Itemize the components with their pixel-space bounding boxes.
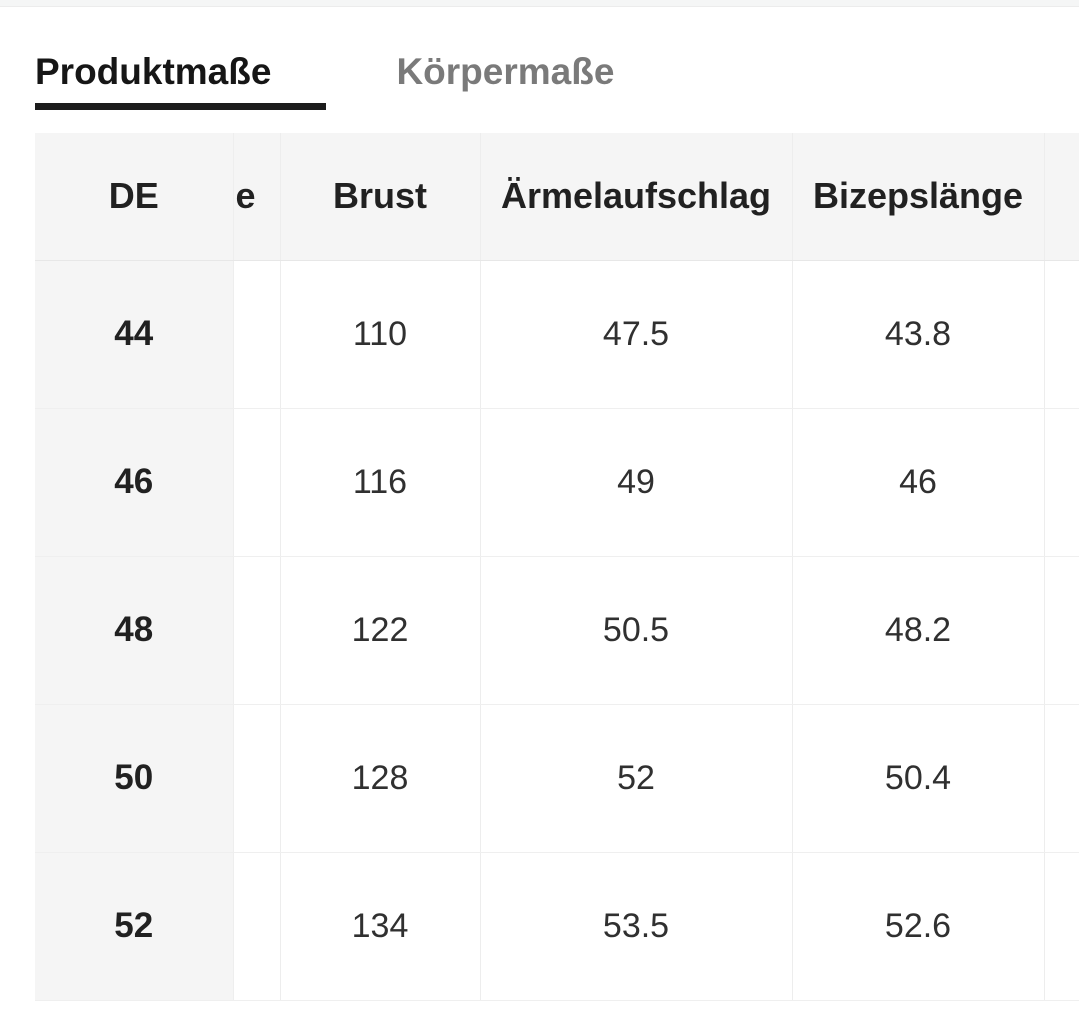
column-header-brust: Brust <box>280 133 481 261</box>
brust-cell: 116 <box>280 408 481 557</box>
hidden-col-cell <box>233 704 281 853</box>
hidden-col-cell <box>233 408 281 557</box>
offscreen-cell <box>1044 260 1079 409</box>
bizepslaenge-cell: 48.2 <box>792 556 1045 705</box>
table-row: 46 116 49 46 <box>35 408 1079 557</box>
offscreen-cell <box>1044 556 1079 705</box>
aermelaufschlag-cell: 50.5 <box>480 556 793 705</box>
aermelaufschlag-cell: 49 <box>480 408 793 557</box>
brust-cell: 110 <box>280 260 481 409</box>
bizepslaenge-cell: 43.8 <box>792 260 1045 409</box>
hidden-col-cell <box>233 556 281 705</box>
size-table-scroll-area[interactable]: DE e Brust Ärmelaufschlag Bizepslänge 44… <box>35 133 1079 1001</box>
hidden-col-cell <box>233 852 281 1001</box>
tab-produktmasse[interactable]: Produktmaße <box>35 49 327 111</box>
aermelaufschlag-cell: 53.5 <box>480 852 793 1001</box>
bizepslaenge-cell: 50.4 <box>792 704 1045 853</box>
table-row: 50 128 52 50.4 <box>35 704 1079 853</box>
header-row: DE e Brust Ärmelaufschlag Bizepslänge <box>35 133 1079 261</box>
hidden-col-cell <box>233 260 281 409</box>
size-cell: 44 <box>35 260 234 409</box>
size-cell: 50 <box>35 704 234 853</box>
brust-cell: 134 <box>280 852 481 1001</box>
table-row: 48 122 50.5 48.2 <box>35 556 1079 705</box>
column-header-aermelaufschlag: Ärmelaufschlag <box>480 133 793 261</box>
brust-cell: 122 <box>280 556 481 705</box>
bizepslaenge-cell: 52.6 <box>792 852 1045 1001</box>
aermelaufschlag-cell: 47.5 <box>480 260 793 409</box>
size-cell: 48 <box>35 556 234 705</box>
offscreen-cell <box>1044 852 1079 1001</box>
column-header-partial: e <box>233 133 281 261</box>
size-cell: 46 <box>35 408 234 557</box>
table-row: 44 110 47.5 43.8 <box>35 260 1079 409</box>
offscreen-cell <box>1044 704 1079 853</box>
column-header-de: DE <box>35 133 234 261</box>
aermelaufschlag-cell: 52 <box>480 704 793 853</box>
tab-koerpermasse[interactable]: Körpermaße <box>396 51 615 92</box>
brust-cell: 128 <box>280 704 481 853</box>
column-header-offscreen <box>1044 133 1079 261</box>
tab-bar: Produktmaße Körpermaße <box>35 49 1079 111</box>
table-row: 52 134 53.5 52.6 <box>35 852 1079 1001</box>
top-edge-strip <box>0 0 1079 7</box>
size-cell: 52 <box>35 852 234 1001</box>
size-table: DE e Brust Ärmelaufschlag Bizepslänge 44… <box>35 133 1079 1001</box>
offscreen-cell <box>1044 408 1079 557</box>
column-header-bizepslaenge: Bizepslänge <box>792 133 1045 261</box>
bizepslaenge-cell: 46 <box>792 408 1045 557</box>
